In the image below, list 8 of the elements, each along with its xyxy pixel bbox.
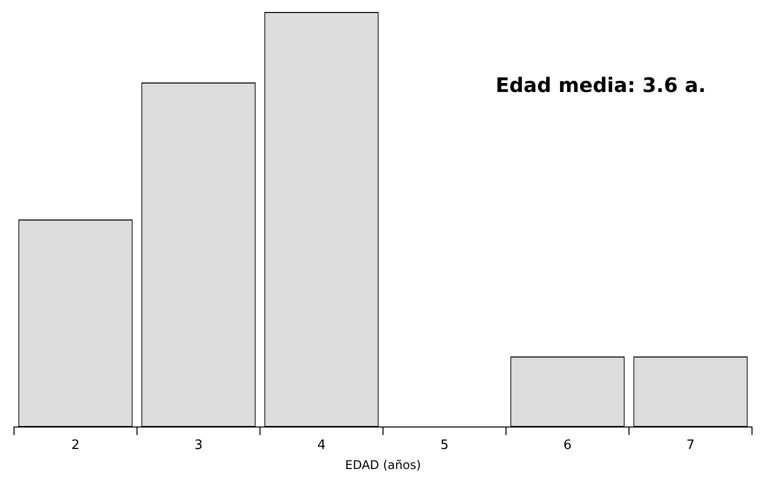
x-tick-label: 7	[686, 438, 695, 454]
annotation: Edad media: 3.6 a.	[496, 73, 706, 97]
x-tick-label: 3	[194, 438, 203, 454]
x-tick-label: 5	[440, 438, 449, 454]
x-tick-label: 4	[317, 438, 326, 454]
x-tick-label: 6	[563, 438, 572, 454]
x-axis-title: EDAD (años)	[345, 458, 421, 472]
x-tick-label: 2	[71, 438, 80, 454]
